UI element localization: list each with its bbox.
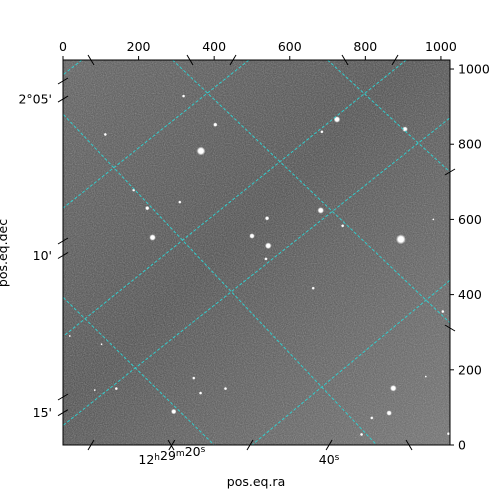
grid-boundary-tick-12 [246,439,254,451]
star-1 [333,116,341,123]
top-tick-label-5: 1000 [425,39,457,54]
dec-tick-2 [57,409,69,417]
star-15 [264,257,268,261]
x-axis-label: pos.eq.ra [227,474,285,489]
star-17 [178,200,182,204]
right-tick-label-2: 400 [458,287,482,302]
grid-boundary-tick-5 [444,168,456,176]
star-31 [68,334,71,338]
right-tick-label-0: 0 [458,438,466,453]
dec-gridline-1 [63,296,215,445]
star-33 [223,386,228,391]
star-6 [320,130,324,134]
star-7 [317,207,325,214]
grid-boundary-tick-9 [57,393,69,401]
star-13 [264,242,272,250]
dec-tick-label-0: 2°05' [18,92,52,107]
ra-tick-1 [325,439,333,451]
right-tick-label-4: 800 [458,137,482,152]
star-25 [114,386,118,391]
grid-boundary-tick-4 [391,54,399,66]
star-4 [181,94,186,98]
star-8 [395,234,406,245]
star-29 [359,432,364,437]
star-20 [390,384,397,392]
plot-frame [62,59,451,446]
grid-boundary-tick-6 [444,324,456,332]
grid-boundary-tick-0 [87,54,95,66]
ra-gridline-2 [63,60,407,338]
star-22 [170,408,177,415]
dec-tick-0 [57,95,69,103]
right-tick-label-3: 600 [458,212,482,227]
grid-boundary-tick-10 [87,439,95,451]
star-5 [103,132,107,137]
star-2 [402,126,408,132]
right-pixel-axis: 0 200 400 600 800 1000 [450,62,490,453]
left-dec-axis: 2°05' 10' 15' [18,92,69,420]
star-10 [145,205,150,211]
star-16 [341,224,345,228]
ra-gridline-4 [251,279,450,445]
dec-tick-label-2: 15' [33,405,52,420]
top-tick-label-0: 0 [59,39,67,54]
ra-tick-label-0: 12h29m20s [138,444,205,467]
coordinate-grid [63,60,450,445]
dec-gridline-4 [327,60,450,173]
grid-boundary-tick-2 [229,54,237,66]
grid-boundary-tick-1 [186,54,194,66]
top-tick-label-4: 800 [353,39,377,54]
star-24 [192,376,196,380]
star-34 [432,218,435,221]
dec-gridline-3 [172,60,450,324]
image-area [63,60,450,445]
star-3 [213,122,218,127]
image-noise [63,60,450,445]
star-21 [386,410,392,416]
grid-boundary-tick-7 [57,77,69,85]
grid-boundary-tick-11 [167,439,175,451]
star-30 [100,343,103,346]
star-32 [424,375,427,378]
star-28 [370,416,374,420]
star-18 [311,286,315,290]
ra-tick-label-1: 40s [319,452,340,467]
stars-layer [68,94,450,437]
top-tick-label-2: 400 [202,39,226,54]
grid-boundary-tick-13 [405,439,413,451]
star-9 [149,234,156,241]
dec-tick-label-1: 10' [33,248,52,263]
star-26 [93,389,96,392]
star-27 [446,432,450,436]
bottom-ra-axis: 12h29m20s 40s [138,439,340,467]
ra-tick-0 [168,439,176,451]
dec-tick-1 [57,252,69,259]
y-axis-label: pos.eq.dec [0,219,10,287]
right-tick-label-5: 1000 [458,62,490,77]
star-12 [249,233,255,239]
star-23 [198,391,203,395]
top-tick-label-3: 600 [278,39,302,54]
star-0 [196,146,206,156]
grid-boundary-tick-8 [57,237,69,245]
top-pixel-axis: 0 200 400 600 800 1000 [59,39,457,60]
ra-gridline-3 [63,117,450,427]
grid-boundary-tick-3 [341,54,349,66]
right-tick-label-1: 200 [458,362,482,377]
star-19 [441,309,445,314]
star-14 [264,216,270,221]
ra-gridline-1 [63,60,250,209]
top-tick-label-1: 200 [127,39,151,54]
